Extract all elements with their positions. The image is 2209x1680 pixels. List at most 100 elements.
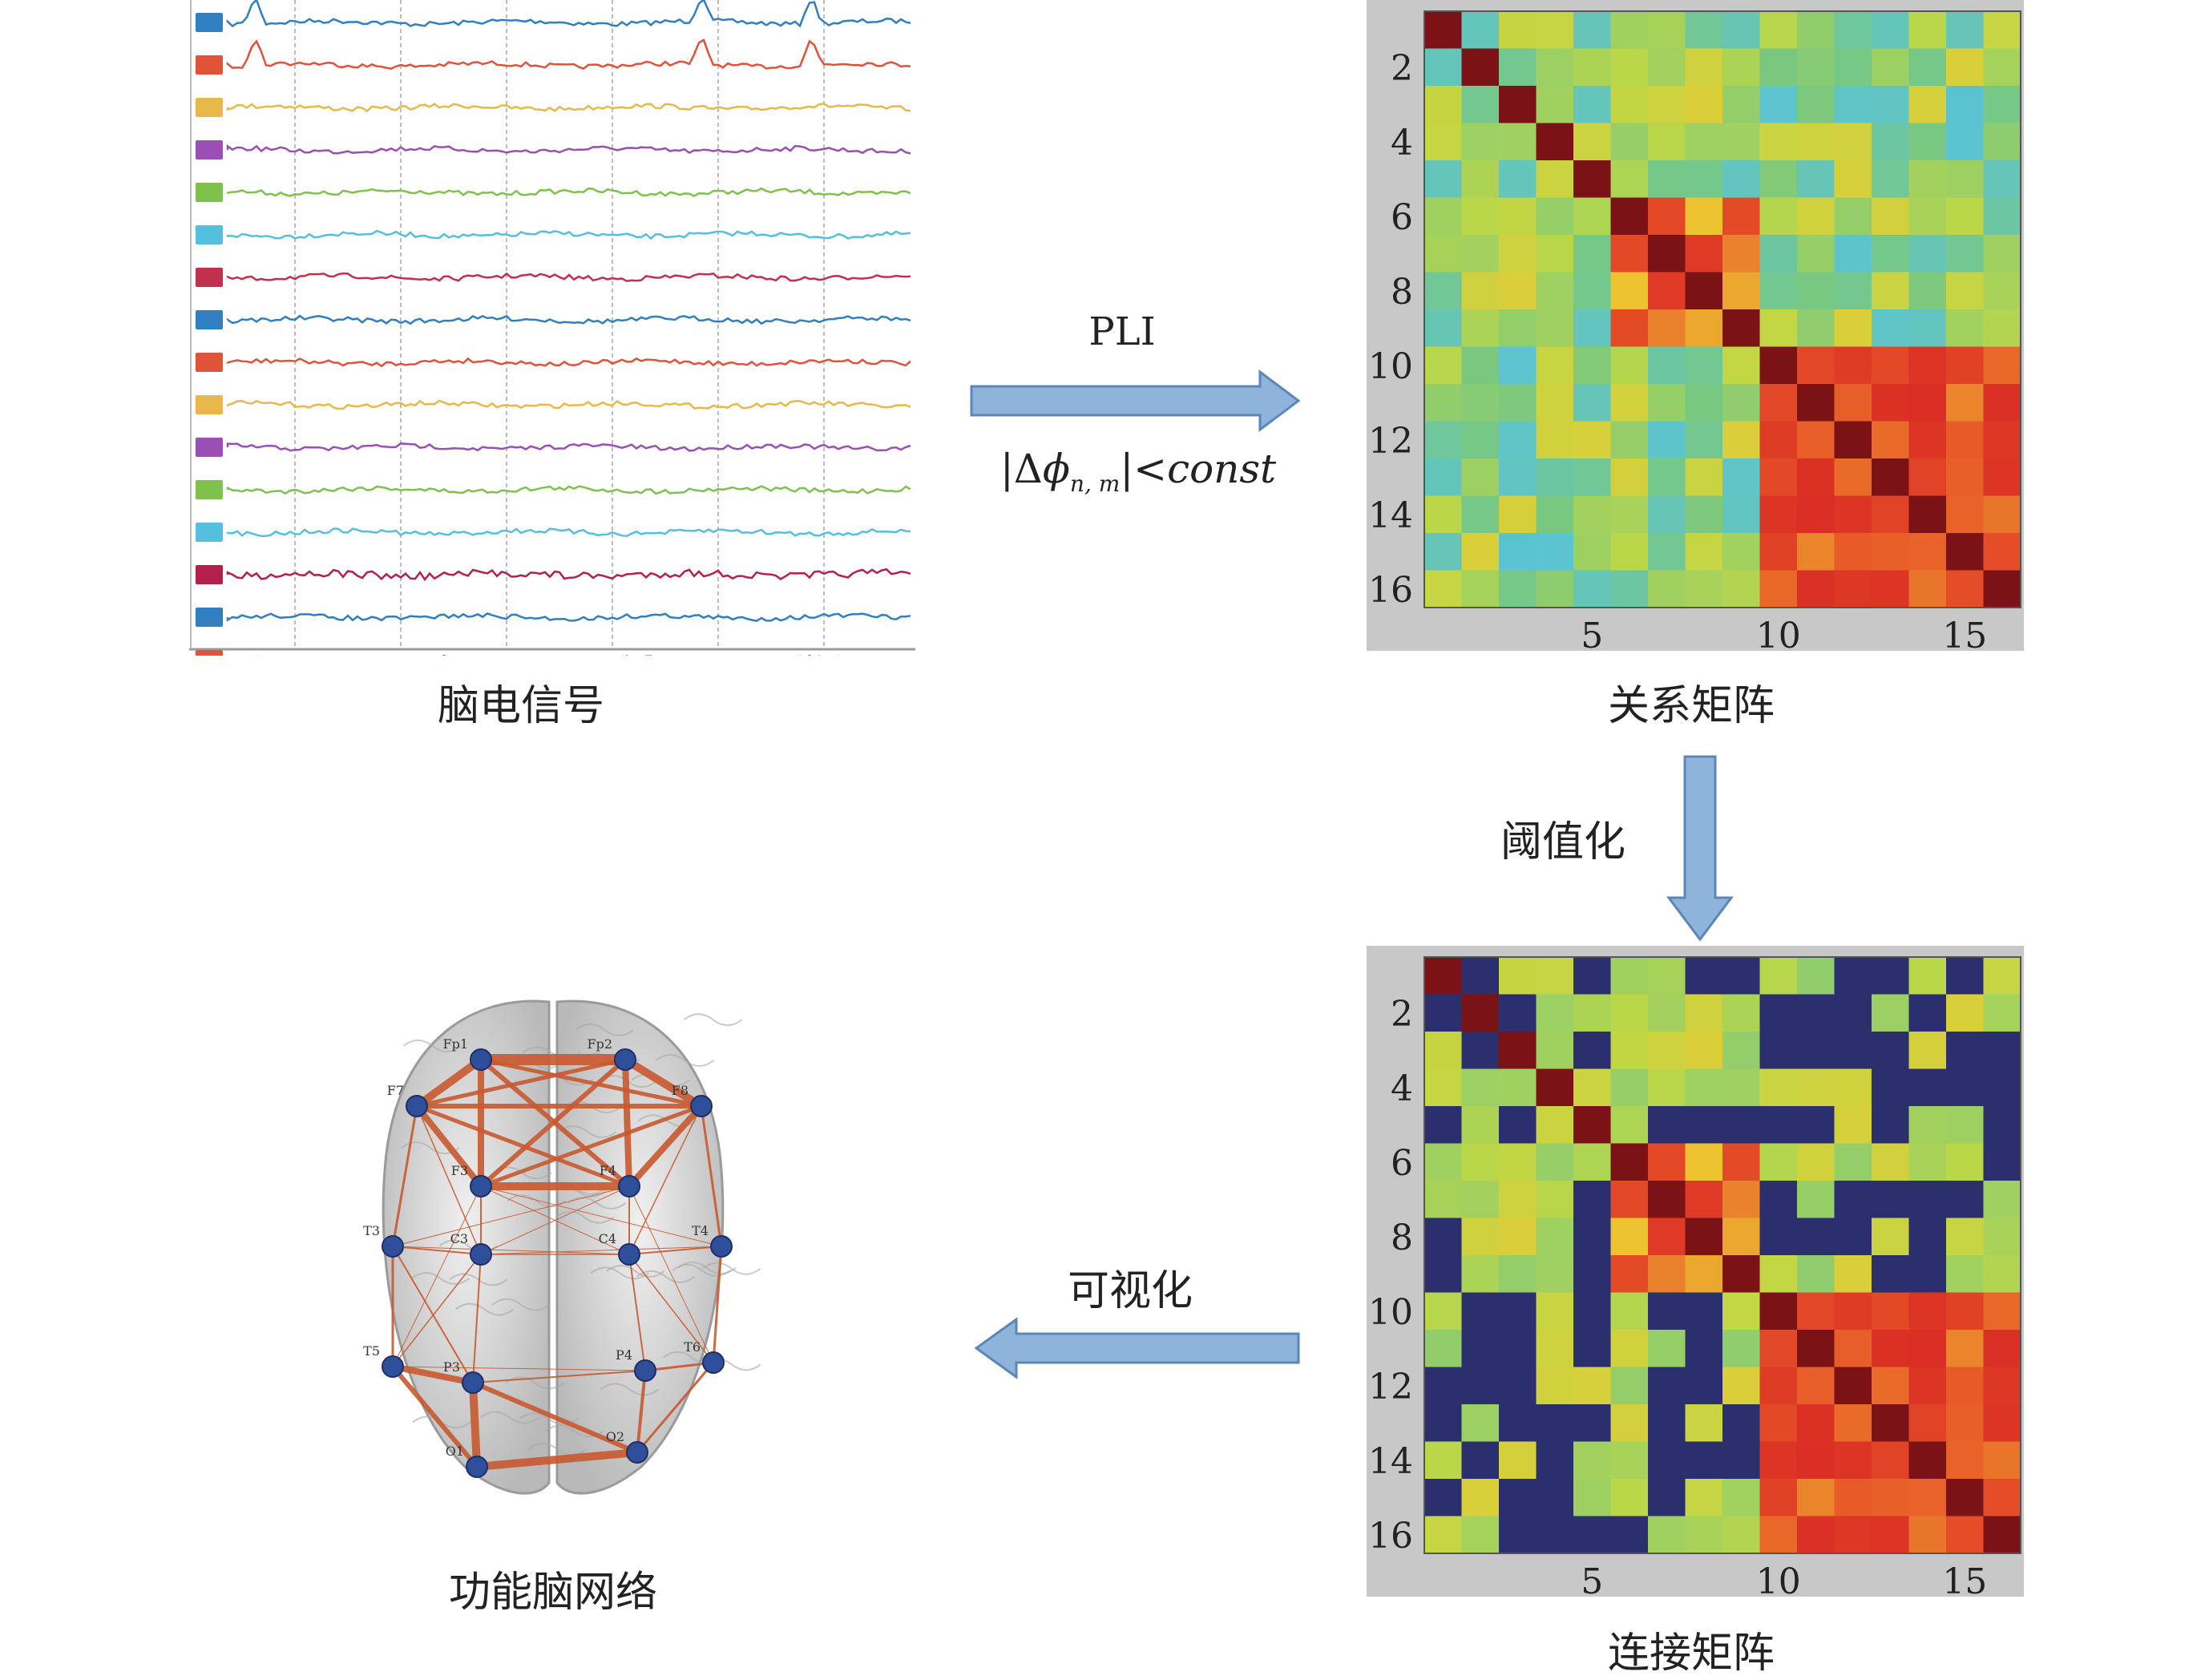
- matrix-cell: [1983, 48, 2021, 87]
- matrix-y-tick: 8: [1391, 1218, 1413, 1258]
- matrix-cell: [1872, 123, 1909, 161]
- matrix-cell: [1759, 1218, 1798, 1256]
- matrix-cell: [1610, 48, 1649, 87]
- network-edge: [480, 1246, 722, 1255]
- matrix-cell: [1536, 1181, 1574, 1218]
- network-edge: [712, 1246, 723, 1363]
- matrix-cell: [1872, 1106, 1909, 1144]
- matrix-cell: [1648, 1404, 1686, 1442]
- network-node: P4: [616, 1347, 656, 1382]
- matrix-cell: [1722, 495, 1760, 534]
- eeg-channel: [196, 438, 911, 457]
- matrix-cell: [1685, 11, 1723, 49]
- svg-text:O2: O2: [606, 1429, 624, 1444]
- matrix-cell: [1946, 1218, 1984, 1256]
- matrix-cell: [1610, 235, 1649, 273]
- matrix-cell: [1573, 235, 1611, 273]
- matrix-cell: [1722, 384, 1760, 422]
- network-node: Fp2: [587, 1036, 636, 1071]
- matrix-cell: [1872, 994, 1909, 1032]
- matrix-cell: [1983, 957, 2021, 995]
- matrix-cell: [1424, 11, 1462, 49]
- matrix-cell: [1983, 123, 2021, 161]
- matrix-cell: [1946, 160, 1984, 198]
- matrix-cell: [1685, 86, 1723, 123]
- matrix-cell: [1797, 11, 1835, 49]
- matrix-cell: [1648, 1292, 1686, 1331]
- matrix-y-tick: 4: [1391, 1068, 1413, 1109]
- matrix-cell: [1722, 1330, 1760, 1367]
- matrix-cell: [1610, 421, 1649, 459]
- matrix-cell: [1797, 1068, 1835, 1107]
- network-edge: [392, 1366, 646, 1371]
- eeg-panel: [189, 0, 915, 669]
- matrix-cell: [1946, 1255, 1984, 1293]
- matrix-cell: [1872, 1143, 1909, 1181]
- matrix-cell: [1461, 272, 1500, 310]
- matrix-cell: [1872, 1516, 1909, 1554]
- matrix-cell: [1983, 1367, 2021, 1405]
- matrix-cell: [1872, 197, 1909, 236]
- network-node: F8: [672, 1083, 713, 1117]
- matrix-y-tick: 16: [1368, 1516, 1413, 1557]
- matrix-cell: [1797, 1292, 1835, 1331]
- pli-formula-suffix: |<: [1120, 446, 1168, 492]
- matrix-y-tick: 6: [1391, 197, 1413, 238]
- matrix-cell: [1685, 1255, 1723, 1293]
- matrix-cell: [1983, 384, 2021, 422]
- svg-text:Fp2: Fp2: [587, 1036, 612, 1052]
- matrix-cell: [1983, 235, 2021, 273]
- matrix-cell: [1983, 346, 2021, 385]
- matrix-cell: [1759, 1106, 1798, 1144]
- network-edge: [414, 1056, 483, 1110]
- matrix-cell: [1872, 11, 1909, 49]
- matrix-cell: [1983, 197, 2021, 236]
- matrix-cell: [1797, 1255, 1835, 1293]
- matrix-cell: [1461, 1143, 1500, 1181]
- matrix-cell: [1685, 570, 1723, 608]
- matrix-cell: [1834, 346, 1872, 385]
- matrix-cell: [1797, 495, 1835, 534]
- matrix-cell: [1834, 1255, 1872, 1293]
- matrix-cell: [1872, 421, 1909, 459]
- matrix-cell: [1946, 1068, 1984, 1107]
- matrix-x-tick: 5: [1581, 616, 1603, 651]
- network-edge: [644, 1361, 714, 1372]
- matrix-cell: [1834, 458, 1872, 496]
- matrix-cell: [1499, 1032, 1537, 1069]
- network-edge: [623, 1056, 704, 1110]
- matrix-cell: [1499, 309, 1537, 347]
- matrix-cell: [1685, 1367, 1723, 1405]
- matrix-cell: [1573, 1330, 1611, 1367]
- matrix-cell: [1946, 458, 1984, 496]
- matrix-cell: [1648, 11, 1686, 49]
- matrix-cell: [1648, 86, 1686, 123]
- matrix-cell: [1834, 570, 1872, 608]
- matrix-cell: [1648, 123, 1686, 161]
- matrix-cell: [1536, 1255, 1574, 1293]
- threshold-label: 阈值化: [1500, 818, 1625, 866]
- matrix-cell: [1946, 197, 1984, 236]
- matrix-cell: [1685, 1218, 1723, 1256]
- matrix-cell: [1834, 48, 1872, 87]
- matrix-cell: [1983, 1516, 2021, 1554]
- matrix-cell: [1797, 1404, 1835, 1442]
- matrix-cell: [1424, 48, 1462, 87]
- matrix-cell: [1797, 309, 1835, 347]
- svg-text:F3: F3: [451, 1163, 468, 1178]
- matrix-cell: [1424, 421, 1462, 459]
- eeg-channel: [196, 38, 911, 75]
- network-edge: [627, 1104, 704, 1189]
- matrix-cell: [1908, 86, 1947, 123]
- matrix-cell: [1722, 1068, 1760, 1107]
- matrix-cell: [1759, 309, 1798, 347]
- matrix-cell: [1722, 421, 1760, 459]
- matrix-cell: [1424, 272, 1462, 310]
- matrix-cell: [1908, 272, 1947, 310]
- matrix-cell: [1797, 458, 1835, 496]
- matrix-cell: [1536, 48, 1574, 87]
- matrix-cell: [1685, 272, 1723, 310]
- matrix-cell: [1499, 1181, 1537, 1218]
- network-edge: [392, 1246, 630, 1255]
- matrix-cell: [1610, 957, 1649, 995]
